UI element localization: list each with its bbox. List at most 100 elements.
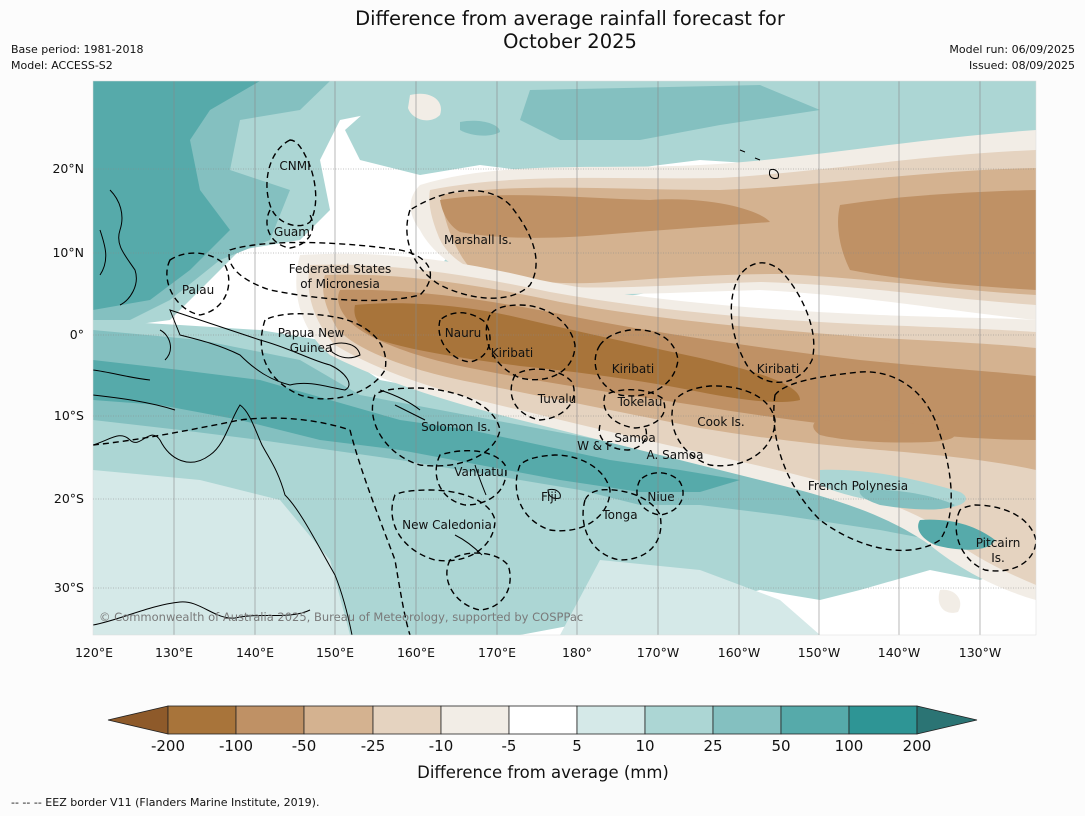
eez-fsm: [228, 241, 432, 302]
colorbar-tick: -5: [502, 737, 517, 755]
model-text: Model: ACCESS-S2: [11, 59, 113, 72]
label-pitcairn-line2: Is.: [991, 551, 1005, 565]
colorbar-band: [712, 705, 782, 735]
coastline-vanuatu: [474, 464, 487, 496]
wet-anomaly-50-100-west: [93, 81, 260, 310]
base-period-text: Base period: 1981-2018: [11, 43, 144, 56]
lon-tick: 170°W: [637, 645, 679, 660]
latitude-axis: 20°N 10°N 0° 10°S 20°S 30°S: [52, 161, 84, 595]
eez-niue: [636, 472, 684, 516]
dry-anomaly-100-200-east: [813, 419, 955, 443]
label-fsm-line2: of Micronesia: [300, 277, 380, 291]
lon-tick: 150°E: [316, 645, 354, 660]
colorbar-band: [644, 705, 714, 735]
eez-guam: [266, 209, 314, 249]
label-nauru: Nauru: [445, 326, 481, 340]
label-wallis-futuna: W & F: [577, 439, 613, 453]
colorbar-band: [576, 705, 646, 735]
coastline-new-britain: [329, 342, 361, 359]
dry-anomaly-50-100-northeast: [838, 190, 1036, 290]
colorbar-ticks: -200 -100 -50 -25 -10 -5 5 10 25 50 100 …: [151, 737, 931, 755]
lon-tick: 130°E: [155, 645, 193, 660]
lon-tick: 140°E: [236, 645, 274, 660]
eez-norfolk: [446, 552, 511, 611]
label-cnmi: CNMI: [279, 159, 310, 173]
wet-anomaly-light-southeast: [560, 560, 820, 635]
colorbar-tick: 100: [835, 737, 864, 755]
label-fsm-line1: Federated States: [289, 262, 391, 276]
coastline-philippines: [99, 189, 137, 306]
map-panel: © Commonwealth of Australia 2025, Bureau…: [93, 81, 1036, 635]
label-niue: Niue: [647, 490, 674, 504]
colorbar-band: [780, 705, 850, 735]
label-tokelau: Tokelau: [617, 395, 663, 409]
title-line-1: Difference from average rainfall forecas…: [355, 7, 785, 30]
lon-tick: 120°E: [75, 645, 113, 660]
lat-tick: 20°S: [54, 491, 84, 506]
label-french-polynesia: French Polynesia: [808, 479, 908, 493]
eez-marshall: [406, 189, 537, 299]
wet-patch-south-pacific-2: [859, 489, 955, 510]
colorbar-tick: 10: [635, 737, 654, 755]
colorbar-band: [303, 705, 374, 735]
label-guam: Guam: [274, 225, 310, 239]
coastline-hawaii: [739, 149, 779, 179]
eez-samoa: [598, 424, 648, 451]
colorbar-band: [848, 705, 918, 735]
lon-tick: 180°: [562, 645, 592, 660]
wet-anomaly-light-southwest: [93, 470, 350, 635]
eez-tonga: [582, 488, 662, 561]
colorbar-band: [235, 705, 305, 735]
eez-cook: [671, 385, 776, 467]
label-vanuatu: Vanuatu: [454, 465, 504, 479]
eez-new-caledonia: [391, 489, 496, 562]
eez-png: [260, 313, 387, 400]
map-frame: [92, 80, 1037, 636]
label-marshall: Marshall Is.: [444, 233, 512, 247]
eez-kiribati-east: [730, 262, 815, 384]
label-kiribati-west: Kiribati: [491, 346, 533, 360]
lon-tick: 160°E: [397, 645, 435, 660]
eez-palau: [166, 252, 230, 316]
title-line-2: October 2025: [503, 30, 637, 53]
eez-kiribati-west: [485, 304, 576, 381]
lon-tick: 130°W: [959, 645, 1001, 660]
lon-tick: 150°W: [798, 645, 840, 660]
eez-borders: [93, 139, 1036, 635]
meta-right: Model run: 06/09/2025 Issued: 08/09/2025: [949, 42, 1075, 74]
coastline-new-caledonia: [454, 534, 483, 556]
colorbar-tick: -100: [219, 737, 253, 755]
dry-anomaly-10-25-southeast: [960, 505, 1036, 580]
lon-tick: 140°W: [878, 645, 920, 660]
longitude-axis: 120°E 130°E 140°E 150°E 160°E 170°E 180°…: [75, 645, 1001, 660]
eez-kiribati-central: [594, 329, 679, 397]
dry-anomaly-5-10-patch-2: [938, 589, 961, 613]
wet-patch-north-1: [675, 92, 770, 122]
eez-nauru: [438, 312, 491, 363]
lat-tick: 20°N: [52, 161, 84, 176]
eez-fiji: [515, 454, 611, 532]
colorbar-band: [167, 705, 237, 735]
copyright-text: © Commonwealth of Australia 2025, Bureau…: [99, 610, 583, 624]
coastline-australia: [93, 404, 353, 635]
graticule: [93, 81, 1036, 635]
label-png-line1: Papua New: [278, 326, 345, 340]
colorbar-title: Difference from average (mm): [417, 763, 669, 782]
label-pitcairn-line1: Pitcairn: [976, 536, 1021, 550]
region-labels: CNMI Guam Marshall Is. Federated States …: [182, 159, 1020, 565]
eez-tokelau: [603, 389, 666, 429]
lon-tick: 160°W: [718, 645, 760, 660]
dry-anomaly-50-100-north: [440, 195, 770, 238]
colorbar-tick: -10: [429, 737, 454, 755]
lat-tick: 10°S: [54, 408, 84, 423]
label-kiribati-central: Kiribati: [612, 362, 654, 376]
colorbar-tick: 5: [572, 737, 582, 755]
lat-tick: 10°N: [52, 245, 84, 260]
eez-vanuatu: [435, 450, 507, 506]
label-american-samoa: A. Samoa: [647, 448, 704, 462]
label-kiribati-east: Kiribati: [757, 362, 799, 376]
wet-patch-north-2: [460, 120, 500, 136]
model-run-text: Model run: 06/09/2025: [949, 43, 1075, 56]
colorbar-band: [372, 705, 442, 735]
